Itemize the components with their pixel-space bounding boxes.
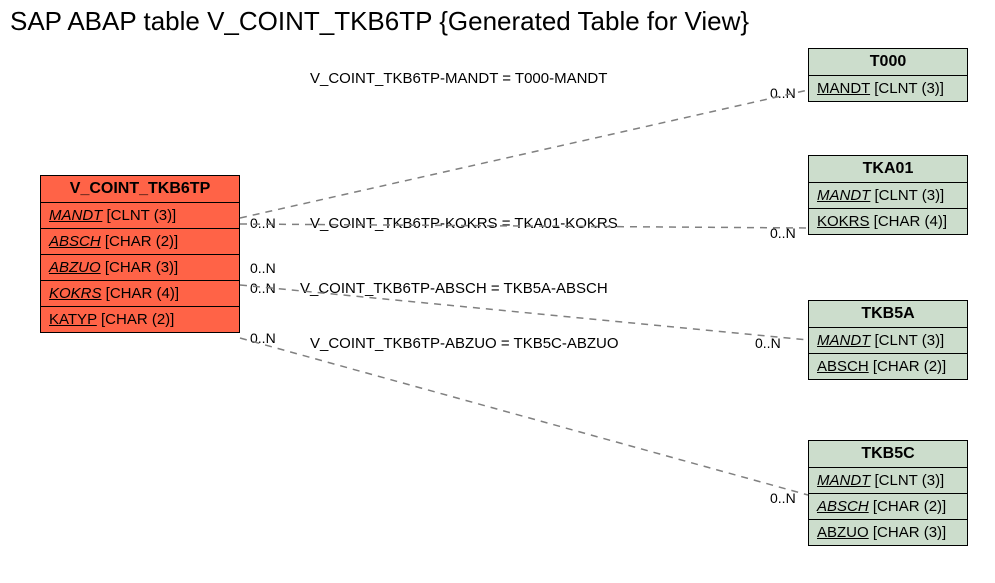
entity-TKB5C: TKB5CMANDT [CLNT (3)]ABSCH [CHAR (2)]ABZ… [808, 440, 968, 546]
field-name: MANDT [817, 80, 870, 97]
field-row: MANDT [CLNT (3)] [809, 76, 967, 101]
edge-label: V_COINT_TKB6TP-MANDT = T000-MANDT [310, 70, 607, 87]
field-name: MANDT [49, 207, 102, 224]
field-name: MANDT [817, 187, 870, 204]
entity-header: TKB5C [809, 441, 967, 468]
field-name: KATYP [49, 311, 97, 328]
field-row: KATYP [CHAR (2)] [41, 307, 239, 332]
entity-header: TKA01 [809, 156, 967, 183]
field-name: ABSCH [817, 358, 869, 375]
entity-header: T000 [809, 49, 967, 76]
entity-TKA01: TKA01MANDT [CLNT (3)]KOKRS [CHAR (4)] [808, 155, 968, 235]
field-name: ABSCH [49, 233, 101, 250]
field-name: MANDT [817, 472, 870, 489]
cardinality-left: 0..N [250, 280, 276, 296]
field-row: ABZUO [CHAR (3)] [41, 255, 239, 281]
field-row: KOKRS [CHAR (4)] [809, 209, 967, 234]
field-name: MANDT [817, 332, 870, 349]
entity-V_COINT_TKB6TP: V_COINT_TKB6TPMANDT [CLNT (3)]ABSCH [CHA… [40, 175, 240, 333]
entity-header: TKB5A [809, 301, 967, 328]
cardinality-right: 0..N [755, 335, 781, 351]
field-name: ABSCH [817, 498, 869, 515]
page-title: SAP ABAP table V_COINT_TKB6TP {Generated… [10, 6, 749, 37]
field-row: MANDT [CLNT (3)] [809, 328, 967, 354]
field-name: KOKRS [49, 285, 102, 302]
field-row: ABSCH [CHAR (2)] [809, 354, 967, 379]
edge-label: V_COINT_TKB6TP-ABSCH = TKB5A-ABSCH [300, 280, 608, 297]
field-row: ABZUO [CHAR (3)] [809, 520, 967, 545]
field-name: KOKRS [817, 213, 870, 230]
field-row: KOKRS [CHAR (4)] [41, 281, 239, 307]
cardinality-left: 0..N [250, 330, 276, 346]
field-row: ABSCH [CHAR (2)] [809, 494, 967, 520]
cardinality-left: 0..N [250, 260, 276, 276]
field-row: MANDT [CLNT (3)] [809, 468, 967, 494]
cardinality-left: 0..N [250, 215, 276, 231]
cardinality-right: 0..N [770, 225, 796, 241]
field-row: MANDT [CLNT (3)] [809, 183, 967, 209]
entity-header: V_COINT_TKB6TP [41, 176, 239, 203]
entity-TKB5A: TKB5AMANDT [CLNT (3)]ABSCH [CHAR (2)] [808, 300, 968, 380]
field-name: ABZUO [49, 259, 101, 276]
field-row: ABSCH [CHAR (2)] [41, 229, 239, 255]
cardinality-right: 0..N [770, 490, 796, 506]
field-row: MANDT [CLNT (3)] [41, 203, 239, 229]
edge-label: V_COINT_TKB6TP-KOKRS = TKA01-KOKRS [310, 215, 618, 232]
entity-T000: T000MANDT [CLNT (3)] [808, 48, 968, 102]
field-name: ABZUO [817, 524, 869, 541]
cardinality-right: 0..N [770, 85, 796, 101]
edge-label: V_COINT_TKB6TP-ABZUO = TKB5C-ABZUO [310, 335, 619, 352]
